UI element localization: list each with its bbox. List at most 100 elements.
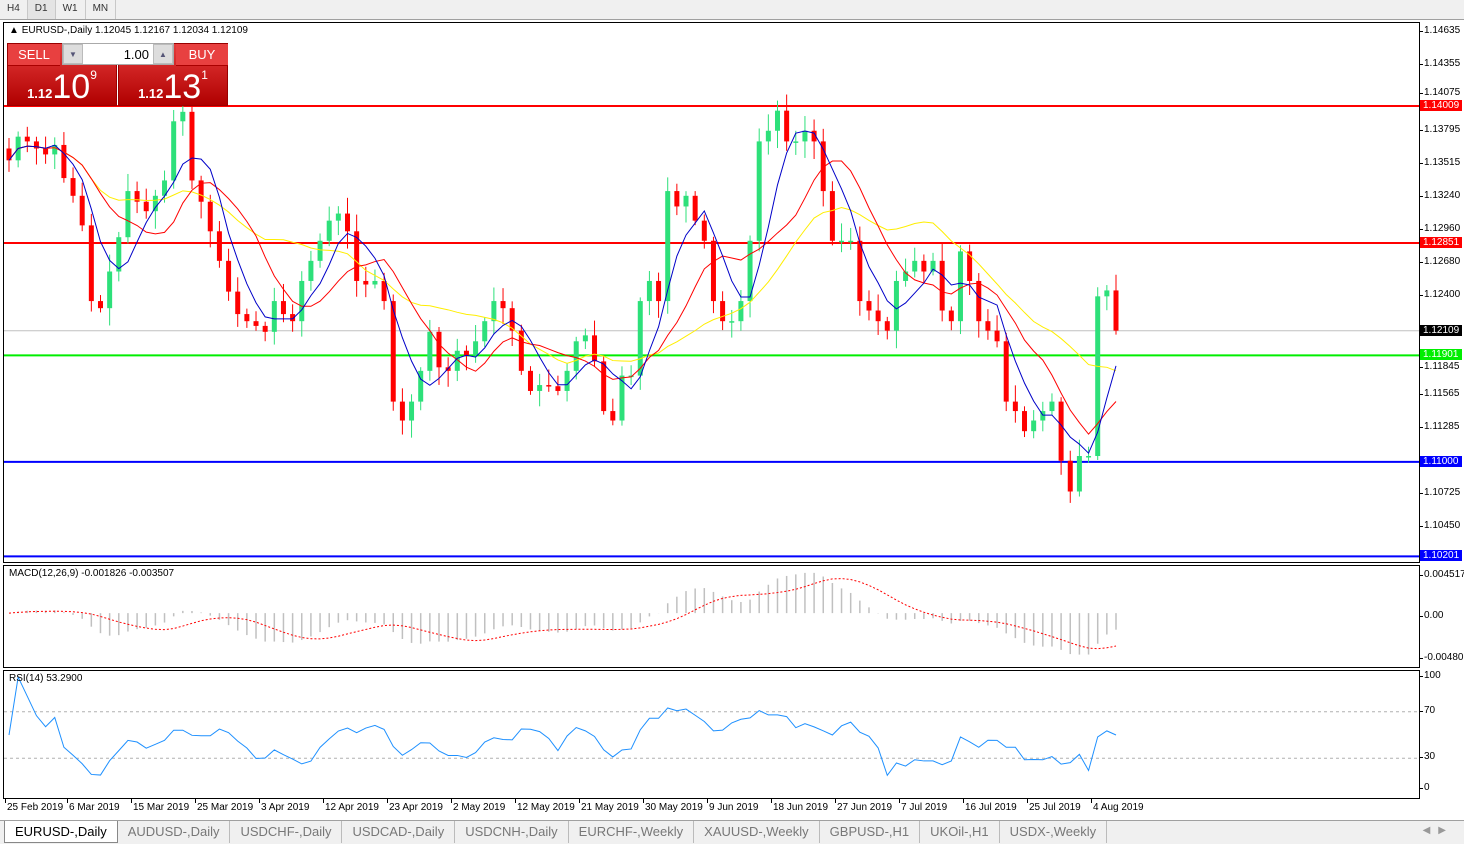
candle-body (125, 191, 131, 238)
chart-tab[interactable]: USDCAD-,Daily (342, 821, 456, 843)
price-tick-label: 1.14355 (1419, 58, 1461, 70)
timeframe-h4[interactable]: H4 (0, 0, 28, 19)
price-tick-label: 1.13515 (1419, 157, 1461, 169)
candle-body (720, 301, 726, 322)
chart-tab[interactable]: EURCHF-,Weekly (569, 821, 695, 843)
rsi-axis-label: 0 (1420, 782, 1430, 793)
increase-lot-arrow-icon[interactable]: ▲ (153, 44, 173, 64)
price-chart-pane[interactable]: ▲ EURUSD-,Daily 1.12045 1.12167 1.12034 … (3, 22, 1420, 563)
candle-body (866, 301, 872, 311)
candle-body (1003, 341, 1009, 402)
candle-body (1076, 456, 1082, 492)
candle-body (308, 260, 314, 281)
sell-price-large: 10 (52, 68, 91, 106)
chart-tab[interactable]: USDX-,Weekly (1000, 821, 1108, 843)
tab-scroll-arrows-icon[interactable]: ◀▶ (1422, 825, 1454, 836)
lot-size-input[interactable] (83, 44, 153, 64)
timeframe-w1[interactable]: W1 (56, 0, 86, 19)
candle (601, 355, 607, 415)
price-tick-label: 1.14075 (1419, 87, 1461, 99)
candle-body (619, 375, 625, 421)
candle (326, 206, 332, 247)
candle (1086, 446, 1092, 463)
candle-body (97, 301, 103, 309)
price-tick-label: 1.12960 (1419, 223, 1461, 235)
rsi-pane[interactable]: RSI(14) 53.2900 (3, 670, 1420, 799)
candle-body (1022, 411, 1028, 432)
candle (866, 290, 872, 321)
macd-pane[interactable]: MACD(12,26,9) -0.001826 -0.003507 (3, 565, 1420, 668)
candle-body (884, 321, 890, 331)
candle-body (427, 331, 433, 371)
candle (88, 213, 94, 312)
price-line-tag: 1.12851 (1420, 236, 1462, 248)
date-label: 25 Jul 2019 (1027, 799, 1081, 813)
chart-tab[interactable]: XAUUSD-,Weekly (694, 821, 820, 843)
chart-tab[interactable]: USDCHF-,Daily (230, 821, 343, 843)
candle (1076, 439, 1082, 497)
candle (335, 206, 341, 236)
candle (747, 235, 753, 318)
ma-fast-line (8, 130, 1117, 455)
buy-price-large: 13 (163, 68, 202, 106)
candle (939, 243, 945, 322)
timeframe-mn[interactable]: MN (86, 0, 117, 19)
ma-slow-line (8, 145, 1117, 372)
price-axis[interactable]: 1.14009 1.12851 1.11901 1.11000 1.10201 1.121… (1419, 22, 1464, 799)
rsi-line (8, 675, 1117, 777)
candle-body (162, 180, 168, 196)
candle (116, 231, 122, 282)
decrease-lot-arrow-icon[interactable]: ▼ (63, 44, 83, 64)
candle-body (381, 280, 387, 302)
timeframe-d1[interactable]: D1 (27, 0, 56, 19)
candle (912, 247, 918, 278)
candle-body (976, 280, 982, 322)
candle (6, 137, 12, 172)
time-axis[interactable]: 25 Feb 2019 6 Mar 2019 15 Mar 2019 25 Mar 2… (0, 799, 1420, 816)
chart-tab[interactable]: EURUSD-,Daily (4, 821, 118, 843)
candle (893, 270, 899, 349)
date-label: 25 Feb 2019 (4, 799, 64, 813)
candle (839, 223, 845, 253)
candle-body (52, 144, 58, 155)
candle (409, 394, 415, 438)
chart-tab[interactable]: USDCNH-,Daily (455, 821, 569, 843)
date-label: 12 Apr 2019 (323, 799, 379, 813)
candle (1113, 274, 1119, 335)
candle-body (454, 350, 460, 371)
candle (372, 269, 378, 289)
candle-body (107, 271, 113, 309)
candle-body (134, 191, 140, 202)
candle-body (820, 141, 826, 192)
candle-body (6, 148, 12, 161)
candle (463, 345, 469, 371)
price-tick-label: 1.13240 (1419, 189, 1461, 201)
candle (976, 273, 982, 338)
candle-body (555, 386, 561, 391)
candle-body (418, 370, 424, 402)
candle (171, 109, 177, 189)
chart-tab[interactable]: UKOil-,H1 (920, 821, 1000, 843)
candle-body (967, 251, 973, 281)
candle (1031, 410, 1037, 439)
candle-body (875, 310, 881, 322)
candle-body (1086, 456, 1092, 458)
candle (1067, 450, 1073, 503)
candle-body (354, 231, 360, 281)
date-label: 2 May 2019 (450, 799, 506, 813)
price-tick-label: 1.11285 (1419, 421, 1460, 433)
candle (646, 271, 652, 316)
candle-body (601, 361, 607, 412)
candle (1012, 385, 1018, 423)
candle (656, 272, 662, 318)
candle (500, 288, 506, 325)
candle (399, 388, 405, 435)
candle-body (546, 385, 552, 387)
candle-body (372, 280, 378, 285)
chart-tab[interactable]: AUDUSD-,Daily (118, 821, 231, 843)
ma-mid-line (8, 145, 1117, 435)
candle (793, 130, 799, 155)
candle (162, 170, 168, 203)
chart-tab[interactable]: GBPUSD-,H1 (820, 821, 921, 843)
candle-body (152, 195, 158, 212)
